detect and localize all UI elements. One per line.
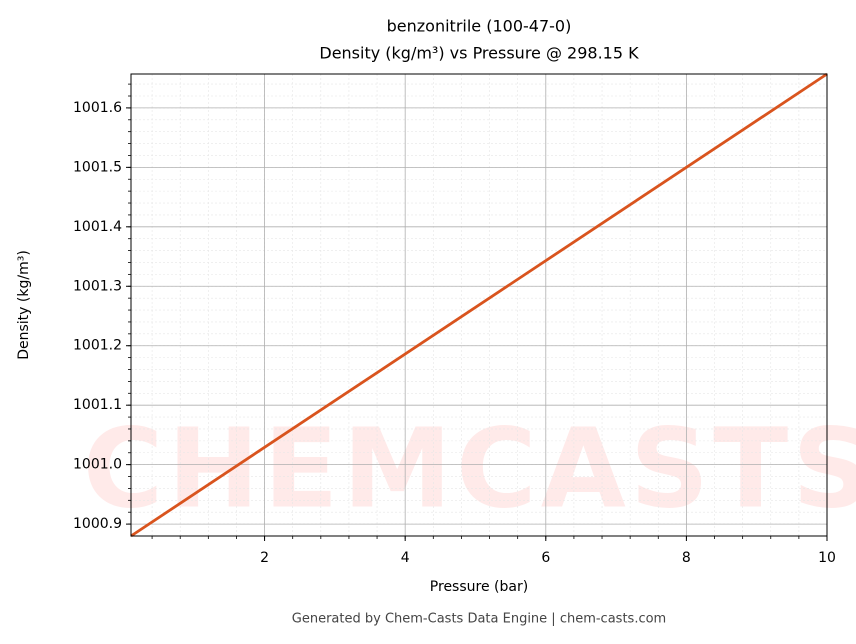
watermark: CHEMCASTS — [83, 404, 856, 532]
chart-title: benzonitrile (100-47-0) — [387, 17, 572, 36]
plot-frame — [130, 73, 828, 537]
footer: Generated by Chem-Casts Data Engine | ch… — [292, 612, 666, 627]
y-tick-label: 1001.0 — [73, 457, 122, 473]
y-tick-label: 1001.3 — [73, 278, 122, 294]
y-tick-label: 1001.1 — [73, 397, 122, 413]
x-tick-label: 6 — [541, 550, 550, 566]
y-tick-label: 1001.2 — [73, 338, 122, 354]
data-line — [130, 72, 828, 538]
x-tick-label: 4 — [401, 550, 410, 566]
x-axis-label: Pressure (bar) — [430, 579, 528, 595]
x-tick-label: 10 — [818, 550, 836, 566]
y-tick-label: 1001.4 — [73, 219, 122, 235]
y-tick-label: 1001.5 — [73, 159, 122, 175]
x-tick-label: 2 — [260, 550, 269, 566]
chart-subtitle: Density (kg/m³) vs Pressure @ 298.15 K — [319, 44, 639, 63]
x-tick-label: 8 — [682, 550, 691, 566]
y-tick-label: 1001.6 — [73, 100, 122, 116]
y-tick-label: 1000.9 — [73, 516, 122, 532]
y-axis-label: Density (kg/m³) — [16, 250, 32, 360]
